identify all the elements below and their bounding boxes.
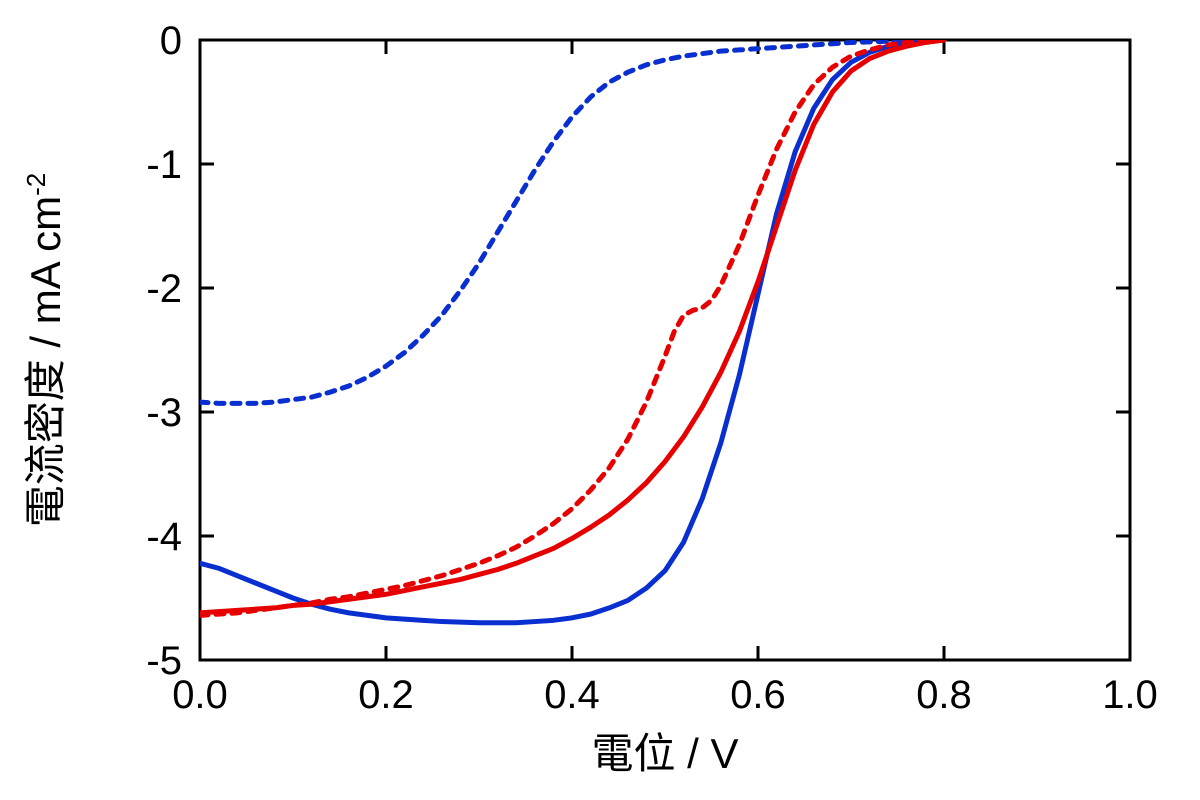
- y-tick-label: -1: [146, 143, 182, 187]
- x-tick-label: 0.8: [916, 673, 972, 717]
- y-tick-label: -2: [146, 267, 182, 311]
- x-axis-label: 電位 / V: [591, 730, 738, 777]
- y-tick-label: 0: [160, 19, 182, 63]
- x-tick-label: 1.0: [1102, 673, 1158, 717]
- x-tick-label: 0.6: [730, 673, 786, 717]
- y-axis-label: 電流密度 / mA cm-2: [21, 173, 69, 527]
- line-chart: 0.00.20.40.60.81.0-5-4-3-2-10電位 / V電流密度 …: [0, 0, 1200, 800]
- y-tick-label: -5: [146, 639, 182, 683]
- y-tick-label: -4: [146, 515, 182, 559]
- chart-container: 0.00.20.40.60.81.0-5-4-3-2-10電位 / V電流密度 …: [0, 0, 1200, 800]
- x-tick-label: 0.2: [358, 673, 414, 717]
- y-tick-label: -3: [146, 391, 182, 435]
- x-tick-label: 0.4: [544, 673, 600, 717]
